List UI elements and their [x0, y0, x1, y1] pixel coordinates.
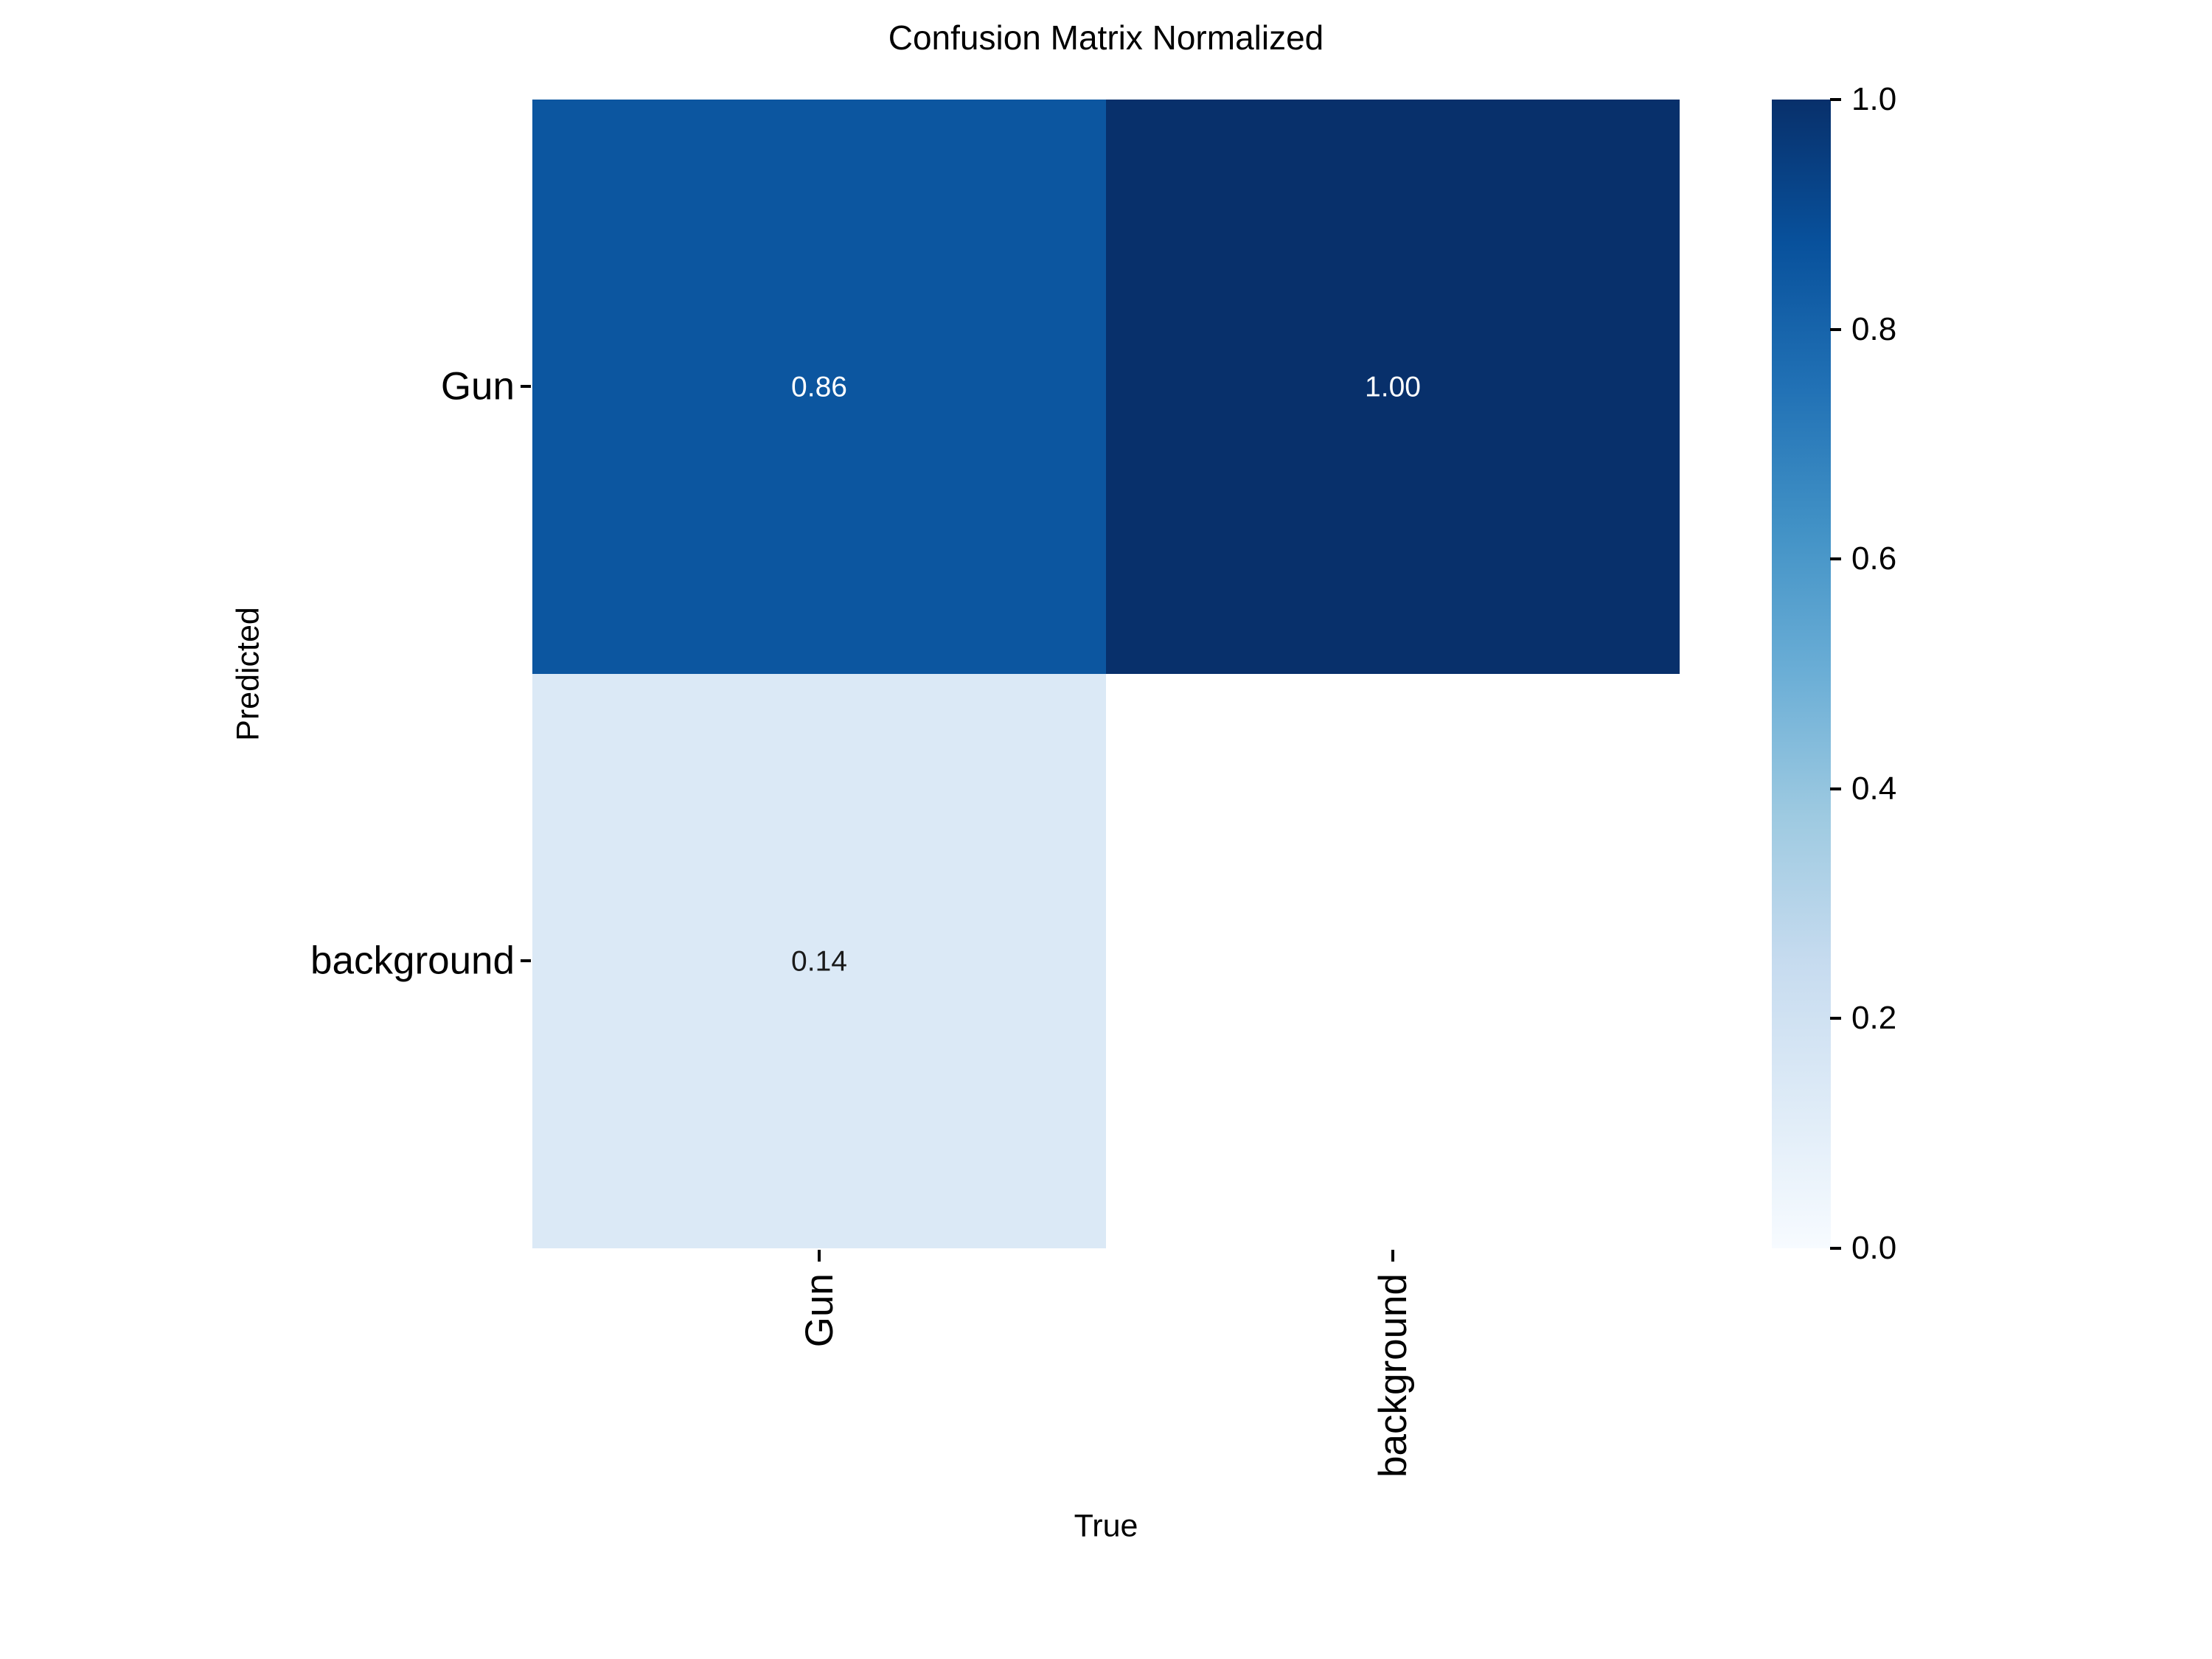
heatmap-cell-pred-gun-true-gun: 0.86 — [532, 100, 1106, 674]
x-tick-mark — [1391, 1250, 1394, 1262]
chart-title: Confusion Matrix Normalized — [888, 18, 1324, 57]
colorbar-tick-label: 1.0 — [1851, 81, 1897, 117]
y-tick-label-background: background — [310, 939, 515, 983]
colorbar-tick-mark — [1830, 1247, 1841, 1250]
y-tick-label-gun: Gun — [440, 364, 515, 408]
cell-value-label: 1.00 — [1365, 371, 1421, 403]
colorbar-tick-mark — [1830, 787, 1841, 790]
x-tick-mark — [818, 1250, 821, 1262]
heatmap-cell-pred-background-true-background — [1106, 674, 1680, 1248]
colorbar-tick-mark — [1830, 557, 1841, 560]
heatmap-cell-pred-gun-true-background: 1.00 — [1106, 100, 1680, 674]
colorbar-tick-mark — [1830, 1017, 1841, 1020]
colorbar-tick-label: 0.4 — [1851, 771, 1897, 807]
y-tick-mark — [521, 385, 531, 388]
y-tick-mark — [521, 959, 531, 962]
colorbar-tick-label: 0.8 — [1851, 311, 1897, 347]
heatmap-cell-pred-background-true-gun: 0.14 — [532, 674, 1106, 1248]
colorbar-tick-label: 0.2 — [1851, 1000, 1897, 1036]
colorbar-tick-mark — [1830, 98, 1841, 101]
colorbar-tick-label: 0.0 — [1851, 1230, 1897, 1266]
cell-value-label: 0.86 — [791, 371, 847, 403]
colorbar-tick-mark — [1830, 328, 1841, 331]
cell-value-label: 0.14 — [791, 945, 847, 977]
colorbar-gradient — [1772, 100, 1831, 1248]
colorbar-tick-label: 0.6 — [1851, 540, 1897, 577]
x-axis-title: True — [1074, 1508, 1138, 1544]
heatmap-grid: 0.86 1.00 0.14 — [532, 100, 1680, 1248]
y-axis-title: Predicted — [230, 607, 266, 741]
